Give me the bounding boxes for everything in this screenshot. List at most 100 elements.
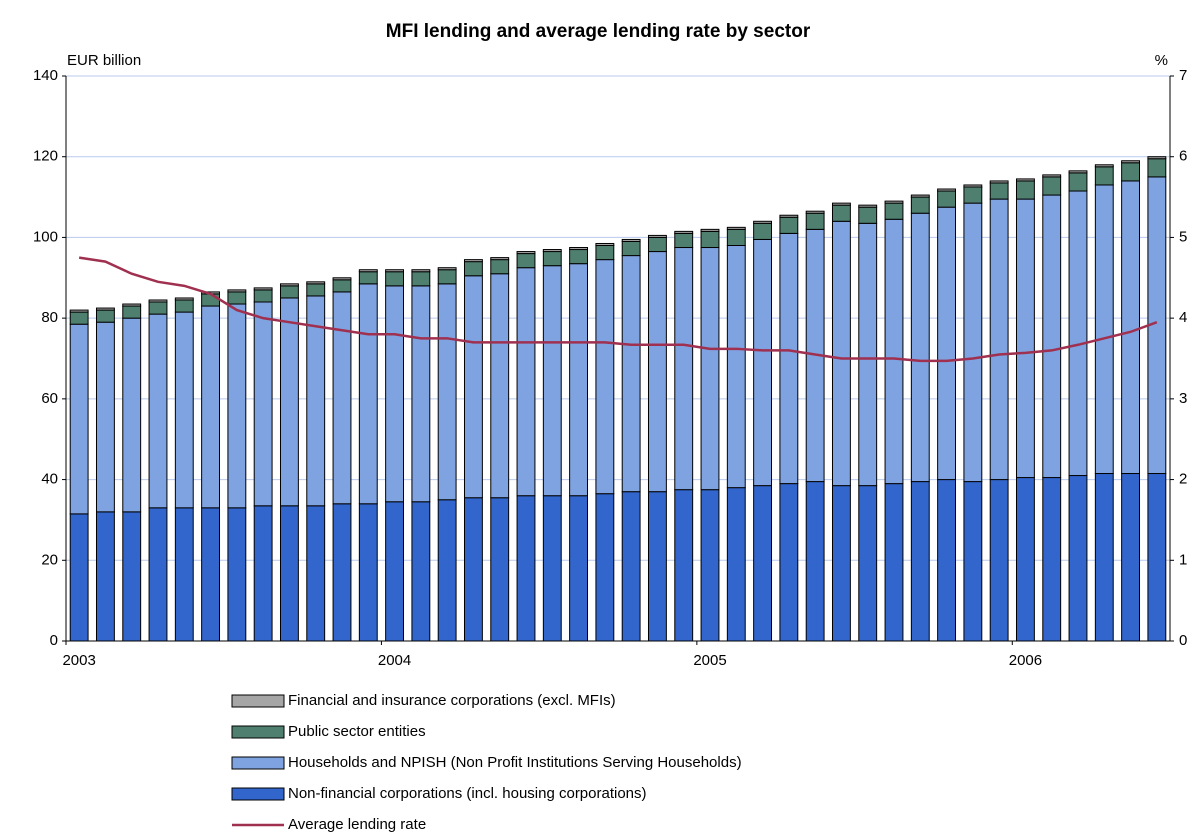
bar-segment xyxy=(490,497,510,642)
bar-segment xyxy=(963,184,983,188)
legend-label: Average lending rate xyxy=(288,816,426,833)
bar-segment xyxy=(174,299,194,313)
bar-segment xyxy=(69,513,89,642)
bar-segment xyxy=(253,505,273,642)
bar-segment xyxy=(1121,160,1141,164)
bar-segment xyxy=(122,317,142,513)
bar-segment xyxy=(989,182,1009,200)
bar-segment xyxy=(647,236,667,253)
bar-segment xyxy=(201,507,221,642)
bar-segment xyxy=(779,214,799,218)
bar-segment xyxy=(95,511,115,642)
y2-tick-label: 6 xyxy=(1179,148,1187,165)
bar-segment xyxy=(385,269,405,273)
legend-swatch xyxy=(231,756,285,770)
y-axis-label: EUR billion xyxy=(67,52,141,69)
bar-segment xyxy=(279,285,299,299)
bar-segment xyxy=(542,251,562,267)
bar-segment xyxy=(805,210,825,214)
bar-segment xyxy=(989,479,1009,642)
bar-segment xyxy=(937,206,957,481)
bar-segment xyxy=(910,212,930,483)
y2-tick-label: 7 xyxy=(1179,67,1187,84)
bar-segment xyxy=(1068,170,1088,174)
bar-segment xyxy=(1042,477,1062,642)
bar-segment xyxy=(910,481,930,642)
bar-segment xyxy=(411,501,431,642)
bar-segment xyxy=(490,273,510,499)
bar-segment xyxy=(963,481,983,642)
bar-segment xyxy=(753,485,773,642)
bar-segment xyxy=(227,507,247,642)
y2-tick-label: 4 xyxy=(1179,309,1187,326)
bar-segment xyxy=(726,487,746,642)
bar-segment xyxy=(306,505,326,642)
rate-line xyxy=(78,256,1158,363)
bar-segment xyxy=(411,269,431,273)
bar-segment xyxy=(122,511,142,642)
bar-segment xyxy=(1094,473,1114,642)
bar-segment xyxy=(253,287,273,291)
bar-segment xyxy=(358,271,378,285)
bar-segment xyxy=(1094,164,1114,168)
bar-segment xyxy=(831,220,851,487)
bar-segment xyxy=(332,279,352,293)
bar-segment xyxy=(332,277,352,281)
bar-segment xyxy=(463,261,483,277)
bar-segment xyxy=(595,493,615,642)
bar-segment xyxy=(332,291,352,505)
y2-axis-label: % xyxy=(1155,52,1168,69)
bar-segment xyxy=(831,204,851,222)
bar-segment xyxy=(700,247,720,491)
bar-segment xyxy=(95,307,115,311)
bar-segment xyxy=(858,485,878,642)
bar-segment xyxy=(542,249,562,253)
bar-segment xyxy=(1015,477,1035,642)
y-tick-label: 80 xyxy=(41,309,58,326)
bar-segment xyxy=(621,491,641,642)
bar-segment xyxy=(674,247,694,491)
bar-segment xyxy=(1094,166,1114,186)
bar-segment xyxy=(753,238,773,487)
bar-segment xyxy=(621,238,641,242)
bar-segment xyxy=(1121,180,1141,475)
bar-segment xyxy=(122,303,142,307)
bar-segment xyxy=(937,190,957,208)
bar-segment xyxy=(385,271,405,287)
x-tick-label: 2005 xyxy=(693,652,726,669)
bar-segment xyxy=(595,259,615,495)
bar-segment xyxy=(779,216,799,234)
bar-segment xyxy=(463,275,483,499)
bar-segment xyxy=(647,491,667,642)
bar-segment xyxy=(674,232,694,249)
legend-label: Public sector entities xyxy=(288,723,426,740)
bar-segment xyxy=(884,202,904,220)
bar-segment xyxy=(69,323,89,515)
bar-segment xyxy=(437,283,457,501)
bar-segment xyxy=(227,289,247,293)
x-tick-label: 2004 xyxy=(378,652,411,669)
bar-segment xyxy=(411,285,431,503)
bar-segment xyxy=(779,232,799,485)
bar-segment xyxy=(726,228,746,247)
bar-segment xyxy=(569,495,589,642)
bar-segment xyxy=(227,303,247,509)
bar-segment xyxy=(884,483,904,642)
bar-segment xyxy=(1147,473,1167,642)
x-tick-label: 2006 xyxy=(1009,652,1042,669)
bar-segment xyxy=(1042,176,1062,196)
y-tick-label: 20 xyxy=(41,551,58,568)
bar-segment xyxy=(490,257,510,261)
bar-segment xyxy=(989,180,1009,184)
y2-tick-label: 2 xyxy=(1179,471,1187,488)
bar-segment xyxy=(95,321,115,513)
bar-segment xyxy=(884,218,904,485)
bar-segment xyxy=(1147,156,1167,160)
bar-segment xyxy=(516,251,536,255)
bar-segment xyxy=(963,202,983,483)
bar-segment xyxy=(805,212,825,230)
bar-segment xyxy=(358,283,378,505)
bar-segment xyxy=(1042,194,1062,479)
bar-segment xyxy=(700,228,720,232)
legend-swatch xyxy=(231,787,285,801)
